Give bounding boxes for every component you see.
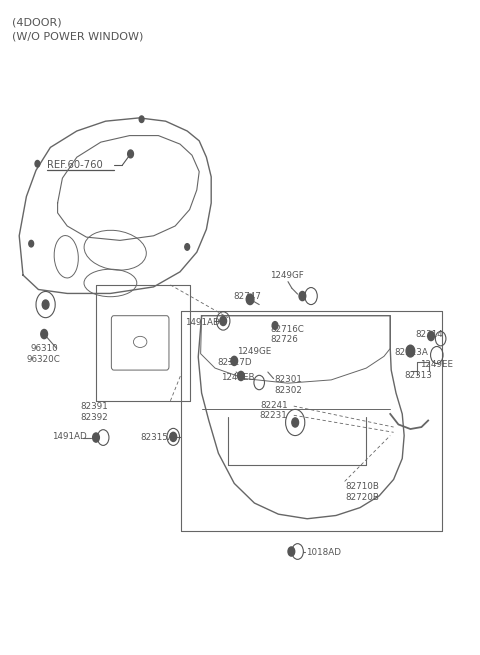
Circle shape xyxy=(288,547,295,556)
Text: (W/O POWER WINDOW): (W/O POWER WINDOW) xyxy=(12,31,144,41)
Text: (4DOOR): (4DOOR) xyxy=(12,18,61,28)
Circle shape xyxy=(139,116,144,122)
Text: 82314: 82314 xyxy=(415,329,443,339)
Circle shape xyxy=(185,244,190,250)
Circle shape xyxy=(35,160,40,167)
Text: REF.60-760: REF.60-760 xyxy=(47,160,103,170)
Text: 1491AD: 1491AD xyxy=(185,318,220,327)
Text: 1249GE: 1249GE xyxy=(237,346,271,356)
Circle shape xyxy=(272,322,278,329)
Circle shape xyxy=(428,331,434,341)
Text: 82313A: 82313A xyxy=(395,348,429,357)
Circle shape xyxy=(246,294,254,305)
Circle shape xyxy=(406,345,415,357)
Text: 1249EE: 1249EE xyxy=(420,360,454,369)
Circle shape xyxy=(41,329,48,339)
Circle shape xyxy=(231,356,238,365)
Text: 82720B: 82720B xyxy=(346,493,380,502)
Text: 82391: 82391 xyxy=(80,402,108,411)
Circle shape xyxy=(128,150,133,158)
Text: 82392: 82392 xyxy=(80,413,108,422)
Text: 82302: 82302 xyxy=(275,386,302,395)
Text: 82241: 82241 xyxy=(261,401,288,410)
Circle shape xyxy=(292,418,299,427)
Text: 82313: 82313 xyxy=(405,371,432,381)
Circle shape xyxy=(220,316,227,326)
Text: 82747: 82747 xyxy=(234,291,262,301)
Text: 1249GF: 1249GF xyxy=(270,271,304,280)
Circle shape xyxy=(42,300,49,309)
Text: 82231: 82231 xyxy=(260,411,288,421)
Text: 82301: 82301 xyxy=(275,375,302,384)
Text: 82710B: 82710B xyxy=(346,482,380,491)
Text: 82317D: 82317D xyxy=(217,358,252,367)
Text: 1018AD: 1018AD xyxy=(306,548,341,557)
Circle shape xyxy=(93,433,99,442)
Text: 96310: 96310 xyxy=(30,344,58,353)
Text: 1491AD: 1491AD xyxy=(52,432,86,441)
Text: 96320C: 96320C xyxy=(26,355,60,364)
Text: 82315A: 82315A xyxy=(141,433,175,442)
Circle shape xyxy=(170,432,177,441)
Text: 82716C: 82716C xyxy=(271,325,305,334)
Circle shape xyxy=(29,240,34,247)
Text: 1249EB: 1249EB xyxy=(221,373,254,382)
Circle shape xyxy=(299,291,306,301)
Text: 82726: 82726 xyxy=(271,335,299,345)
Circle shape xyxy=(238,371,244,381)
